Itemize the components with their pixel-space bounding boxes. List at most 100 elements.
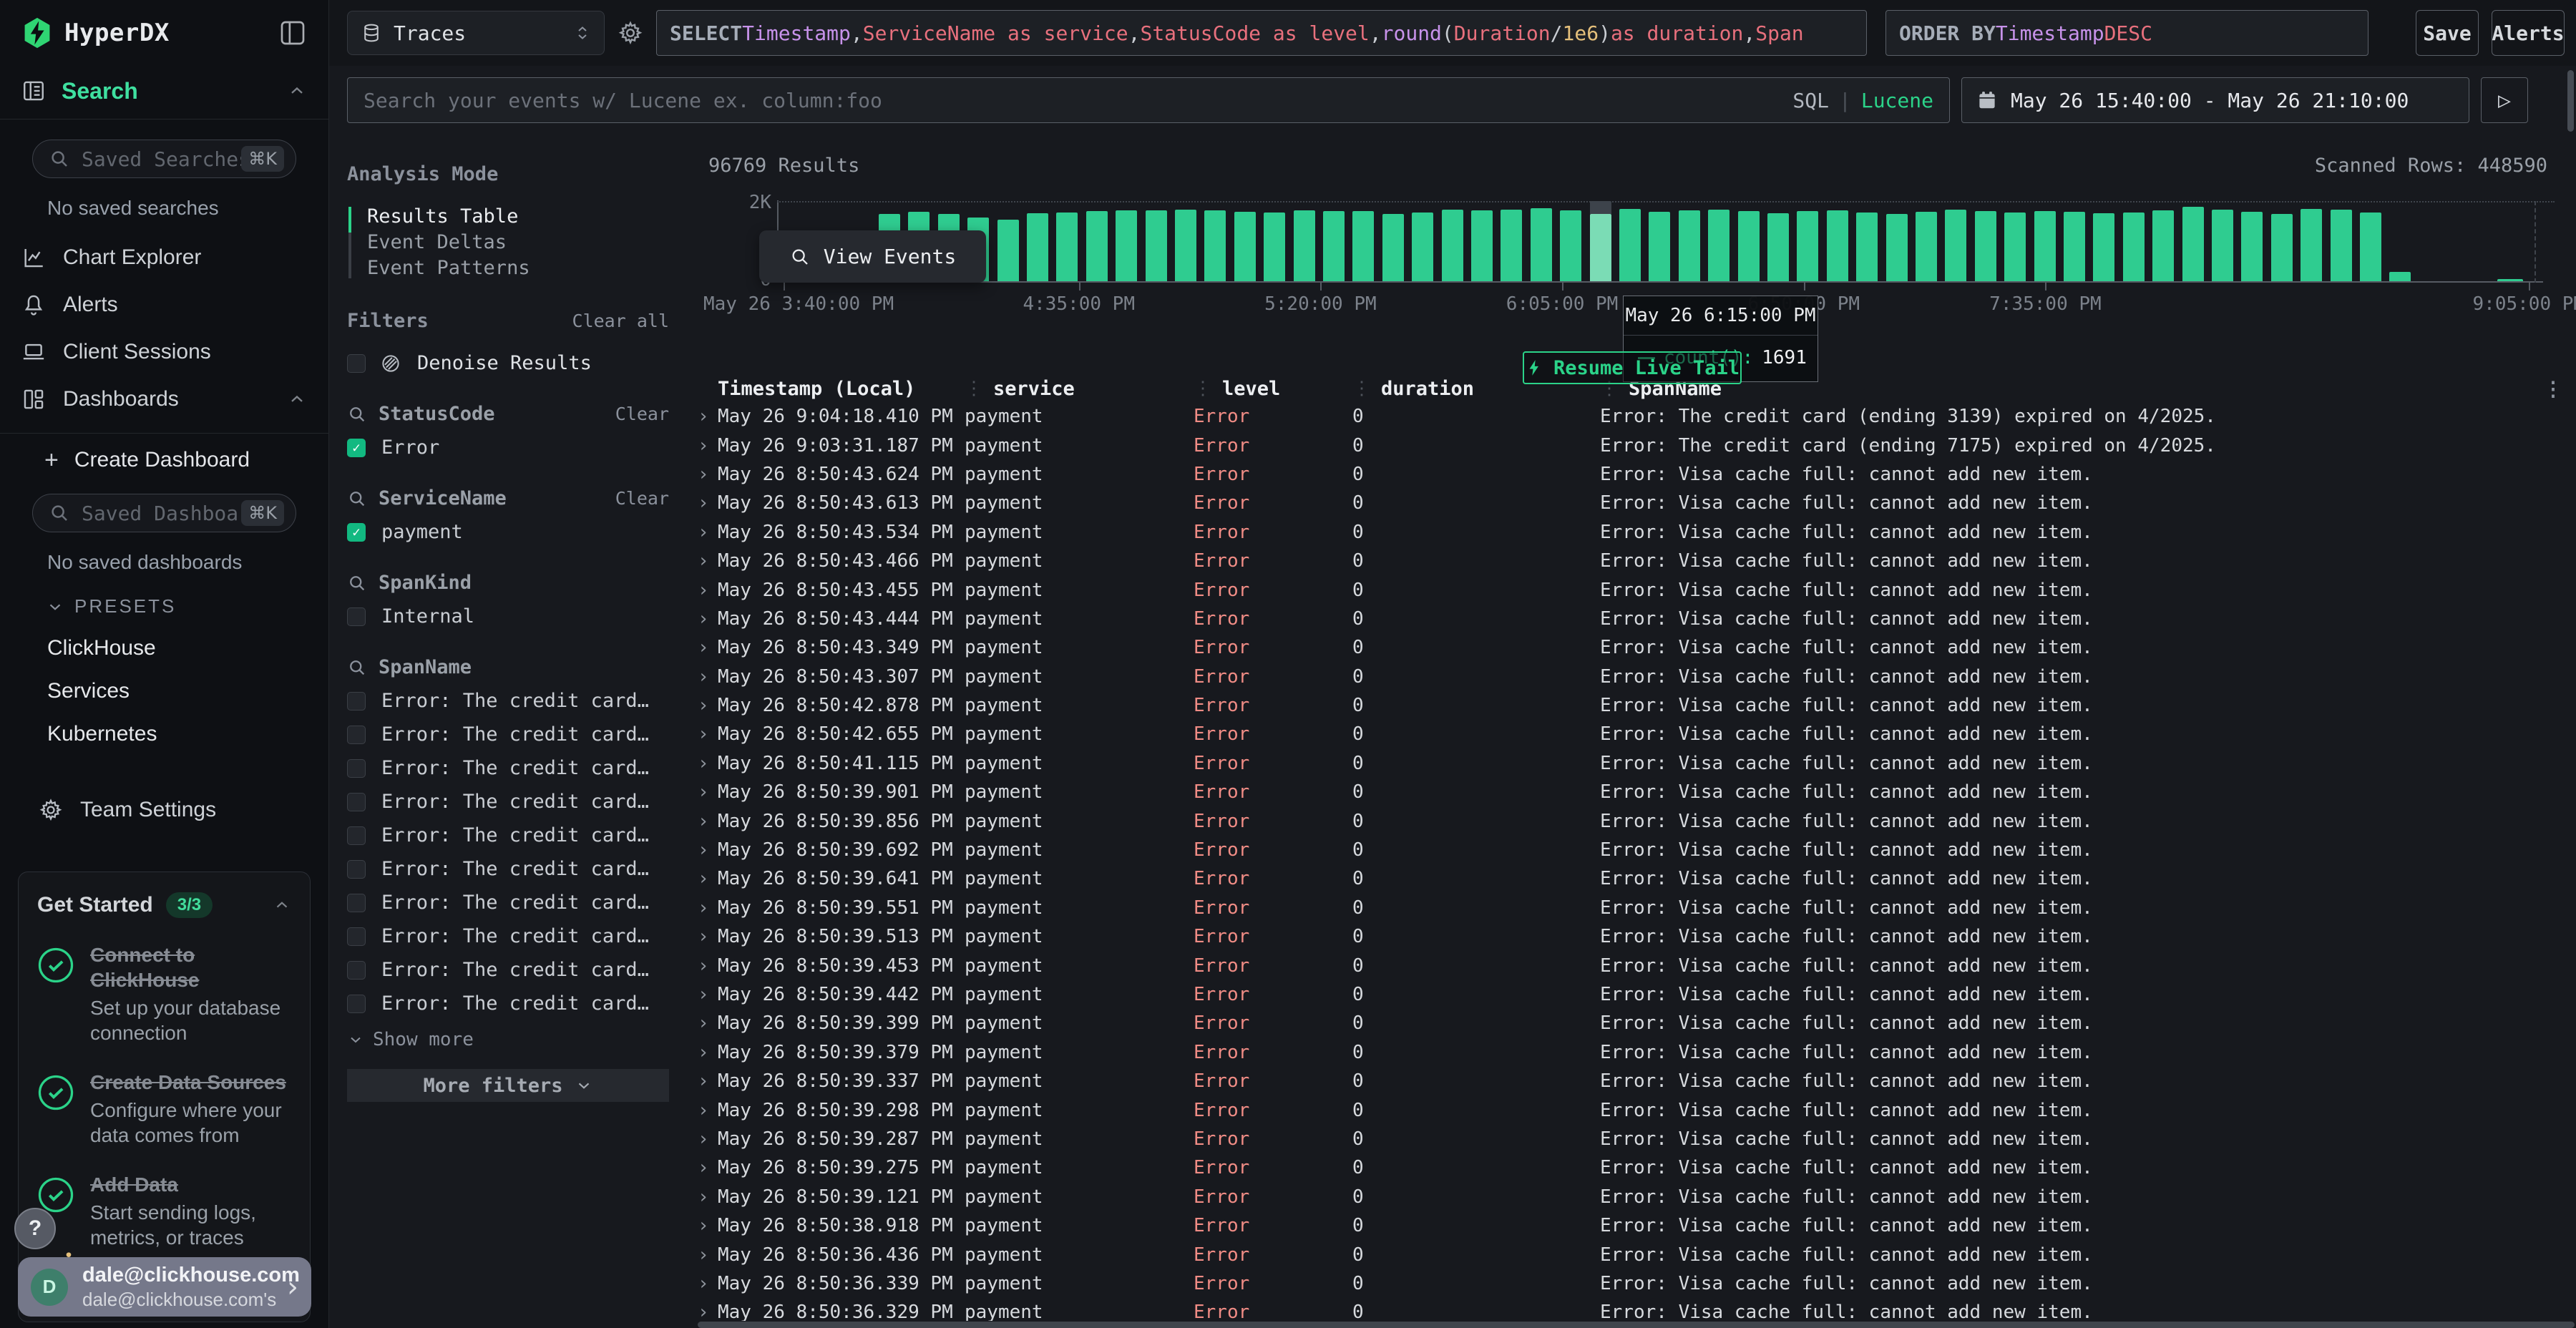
row-expand-icon[interactable]: › [698, 926, 709, 948]
row-expand-icon[interactable]: › [698, 665, 709, 688]
sql-mode-button[interactable]: SQL [1792, 88, 1829, 112]
table-row[interactable]: › May 26 8:50:39.379 PM payment Error 0 Error… [698, 1038, 2576, 1067]
sidebar-preset-clickhouse[interactable]: ClickHouse [47, 636, 156, 660]
row-expand-icon[interactable]: › [698, 492, 709, 514]
histogram-bar[interactable] [1945, 209, 1967, 281]
checkbox-unchecked[interactable] [347, 758, 366, 778]
histogram-bar[interactable] [2122, 213, 2145, 281]
table-row[interactable]: › May 26 8:50:43.307 PM payment Error 0 Error… [698, 663, 2576, 691]
checkbox-unchecked[interactable] [347, 859, 366, 879]
date-range-picker[interactable]: May 26 15:40:00 - May 26 21:10:00 [1961, 77, 2469, 123]
filter-option[interactable]: Error: The credit card … [347, 757, 669, 779]
row-expand-icon[interactable]: › [698, 752, 709, 774]
saved-dashboards-search[interactable]: ⌘K [32, 494, 296, 532]
row-expand-icon[interactable]: › [698, 521, 709, 543]
row-expand-icon[interactable]: › [698, 781, 709, 804]
histogram-bar[interactable] [1204, 210, 1226, 281]
histogram-bar[interactable] [1145, 210, 1167, 281]
histogram-bar[interactable] [1530, 208, 1552, 281]
table-row[interactable]: › May 26 8:50:39.453 PM payment Error 0 Error… [698, 951, 2576, 980]
row-expand-icon[interactable]: › [698, 1012, 709, 1035]
checkbox-unchecked[interactable] [347, 960, 366, 980]
filter-option[interactable]: Error: The credit card … [347, 690, 669, 712]
filter-clear-button[interactable]: Clear [615, 488, 669, 509]
histogram-bar[interactable] [2034, 211, 2056, 281]
sql-select-editor[interactable]: SELECT Timestamp, ServiceName as service… [656, 10, 1867, 56]
table-options-icon[interactable]: ⋮ [2543, 376, 2563, 401]
row-expand-icon[interactable]: › [698, 1041, 709, 1063]
event-search-input[interactable] [364, 88, 1793, 112]
analysis-mode-event-patterns[interactable]: Event Patterns [367, 257, 530, 279]
histogram-bar[interactable] [2152, 210, 2175, 281]
table-row[interactable]: › May 26 9:04:18.410 PM payment Error 0 Error… [698, 402, 2576, 431]
row-expand-icon[interactable]: › [698, 1157, 709, 1179]
histogram-bar[interactable] [1352, 210, 1375, 281]
table-row[interactable]: › May 26 8:50:36.339 PM payment Error 0 Error… [698, 1269, 2576, 1298]
table-row[interactable]: › May 26 8:50:41.115 PM payment Error 0 Error… [698, 749, 2576, 778]
row-expand-icon[interactable]: › [698, 1070, 709, 1093]
histogram-bar[interactable] [1085, 210, 1108, 281]
checkbox-unchecked[interactable] [347, 691, 366, 711]
checkbox-unchecked[interactable] [347, 994, 366, 1013]
filter-option[interactable]: Error: The credit card … [347, 925, 669, 947]
row-expand-icon[interactable]: › [698, 579, 709, 601]
table-row[interactable]: › May 26 8:50:42.655 PM payment Error 0 Error… [698, 720, 2576, 748]
histogram-bar[interactable] [2004, 212, 2026, 281]
table-row[interactable]: › May 26 8:50:43.455 PM payment Error 0 Error… [698, 575, 2576, 604]
histogram-bar[interactable] [1056, 212, 1078, 281]
horizontal-scrollbar[interactable] [698, 1322, 2575, 1328]
table-row[interactable]: › May 26 8:50:39.856 PM payment Error 0 Error… [698, 806, 2576, 835]
histogram-bar[interactable] [1264, 212, 1286, 281]
table-row[interactable]: › May 26 8:50:39.641 PM payment Error 0 Error… [698, 864, 2576, 893]
sidebar-item-chart-explorer[interactable]: Chart Explorer [0, 234, 328, 281]
histogram-bar[interactable] [2064, 212, 2085, 281]
source-settings-gear-icon[interactable] [618, 20, 643, 46]
histogram-bar[interactable] [2497, 279, 2523, 281]
table-row[interactable]: › May 26 8:50:39.442 PM payment Error 0 Error… [698, 980, 2576, 1009]
column-resize-handle[interactable]: ⋮ [965, 378, 983, 399]
checkbox-unchecked[interactable] [347, 826, 366, 845]
sidebar-item-team-settings[interactable]: Team Settings [0, 786, 328, 834]
row-expand-icon[interactable]: › [698, 463, 709, 485]
histogram-bar[interactable] [1767, 213, 1789, 281]
vertical-scrollbar[interactable] [2567, 70, 2574, 132]
table-row[interactable]: › May 26 8:50:39.287 PM payment Error 0 Error… [698, 1125, 2576, 1153]
row-expand-icon[interactable]: › [698, 695, 709, 717]
get-started-item[interactable]: Connect to ClickHouse Set up your databas… [37, 942, 291, 1045]
row-expand-icon[interactable]: › [698, 1215, 709, 1237]
histogram-bar[interactable] [1293, 210, 1315, 281]
chevron-up-icon[interactable] [287, 389, 307, 409]
histogram-bar[interactable] [1501, 210, 1523, 281]
table-row[interactable]: › May 26 8:50:38.918 PM payment Error 0 Error… [698, 1211, 2576, 1240]
show-more-button[interactable]: Show more [347, 1029, 669, 1050]
save-button[interactable]: Save [2416, 10, 2479, 56]
histogram-bar[interactable] [2360, 213, 2381, 281]
filter-option[interactable]: Error: The credit card … [347, 723, 669, 746]
chevron-up-icon[interactable] [273, 896, 291, 914]
order-by-editor[interactable]: ORDER BY Timestamp DESC [1885, 10, 2368, 56]
histogram-bar[interactable] [2093, 213, 2115, 281]
checkbox-unchecked[interactable] [347, 927, 366, 946]
column-header-service[interactable]: ⋮ service [965, 377, 1075, 400]
event-search-box[interactable]: SQL | Lucene [347, 77, 1950, 123]
filter-option[interactable]: Error: The credit card … [347, 858, 669, 880]
checkbox-unchecked[interactable] [347, 893, 366, 912]
filter-option[interactable]: Internal [347, 605, 669, 628]
more-filters-button[interactable]: More filters [347, 1069, 669, 1102]
table-row[interactable]: › May 26 8:50:39.692 PM payment Error 0 Error… [698, 836, 2576, 864]
checkbox-unchecked[interactable] [347, 607, 366, 626]
filter-option[interactable]: ✓ payment [347, 521, 669, 543]
histogram-bar[interactable] [1885, 213, 1908, 281]
row-expand-icon[interactable]: › [698, 607, 709, 630]
row-expand-icon[interactable]: › [698, 1186, 709, 1208]
table-row[interactable]: › May 26 8:50:39.399 PM payment Error 0 Error… [698, 1009, 2576, 1038]
table-row[interactable]: › May 26 8:50:39.513 PM payment Error 0 Error… [698, 922, 2576, 951]
analysis-mode-event-deltas[interactable]: Event Deltas [367, 231, 507, 253]
row-expand-icon[interactable]: › [698, 406, 709, 428]
row-expand-icon[interactable]: › [698, 868, 709, 890]
histogram-bar[interactable] [2241, 211, 2263, 281]
histogram-bar[interactable] [1323, 211, 1345, 281]
chevron-up-icon[interactable] [287, 81, 307, 101]
row-expand-icon[interactable]: › [698, 1099, 709, 1121]
histogram-bar[interactable] [1974, 210, 1996, 281]
